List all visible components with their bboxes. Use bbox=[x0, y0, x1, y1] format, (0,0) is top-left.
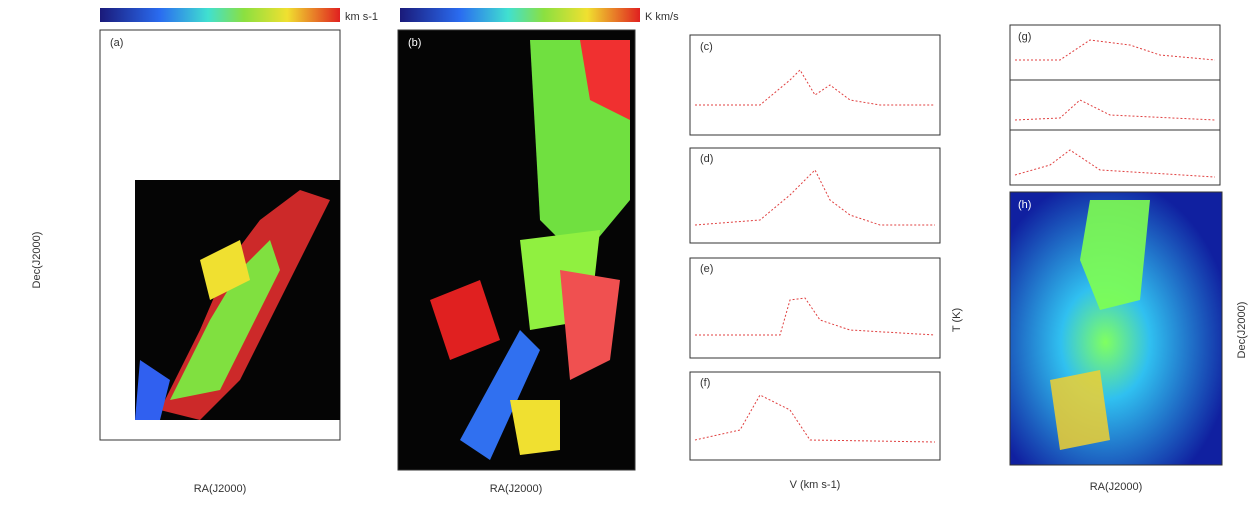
map-region bbox=[1080, 200, 1150, 310]
spectrum bbox=[1014, 99, 1216, 121]
map-region bbox=[200, 240, 250, 300]
panel-tag: (d) bbox=[700, 153, 713, 165]
map-region bbox=[560, 270, 620, 380]
colorbar bbox=[100, 8, 340, 22]
map-region bbox=[170, 240, 280, 400]
spectrum bbox=[1014, 149, 1216, 178]
y-axis-label: Dec(J2000) bbox=[1236, 302, 1248, 359]
colorbar bbox=[400, 8, 640, 22]
panel-tag: (g) bbox=[1018, 31, 1031, 43]
spectrum-frame bbox=[689, 371, 941, 461]
colorbar-label: K km/s bbox=[645, 11, 679, 23]
spectrum bbox=[695, 297, 936, 336]
panel-tag: (b) bbox=[408, 37, 421, 49]
spectrum bbox=[694, 394, 936, 443]
map-region bbox=[135, 360, 170, 420]
map-region bbox=[1050, 370, 1110, 450]
spectrum bbox=[694, 169, 935, 226]
map-region bbox=[430, 280, 500, 360]
map-region bbox=[580, 40, 630, 120]
x-axis-label: RA(J2000) bbox=[194, 483, 247, 495]
spectrum-frame bbox=[689, 257, 941, 359]
spectrum-frame bbox=[689, 34, 941, 136]
panel-tag: (a) bbox=[110, 37, 123, 49]
map-region bbox=[460, 330, 540, 460]
panel-tag: (c) bbox=[700, 41, 713, 53]
panel-tag: (h) bbox=[1018, 199, 1031, 211]
panel-frame bbox=[1009, 24, 1221, 186]
x-axis-label: RA(J2000) bbox=[490, 483, 543, 495]
spectrum-frame bbox=[689, 147, 941, 244]
x-axis-label: RA(J2000) bbox=[1090, 481, 1143, 493]
spectrum bbox=[1015, 39, 1216, 61]
panel-tag: (e) bbox=[700, 263, 713, 275]
map-region bbox=[510, 400, 560, 455]
y-axis-label: T (K) bbox=[951, 308, 963, 332]
x-axis-label: V (km s-1) bbox=[790, 479, 841, 491]
colorbar-label: km s-1 bbox=[345, 11, 378, 23]
panel-tag: (f) bbox=[700, 377, 710, 389]
y-axis-label: Dec(J2000) bbox=[31, 232, 43, 289]
